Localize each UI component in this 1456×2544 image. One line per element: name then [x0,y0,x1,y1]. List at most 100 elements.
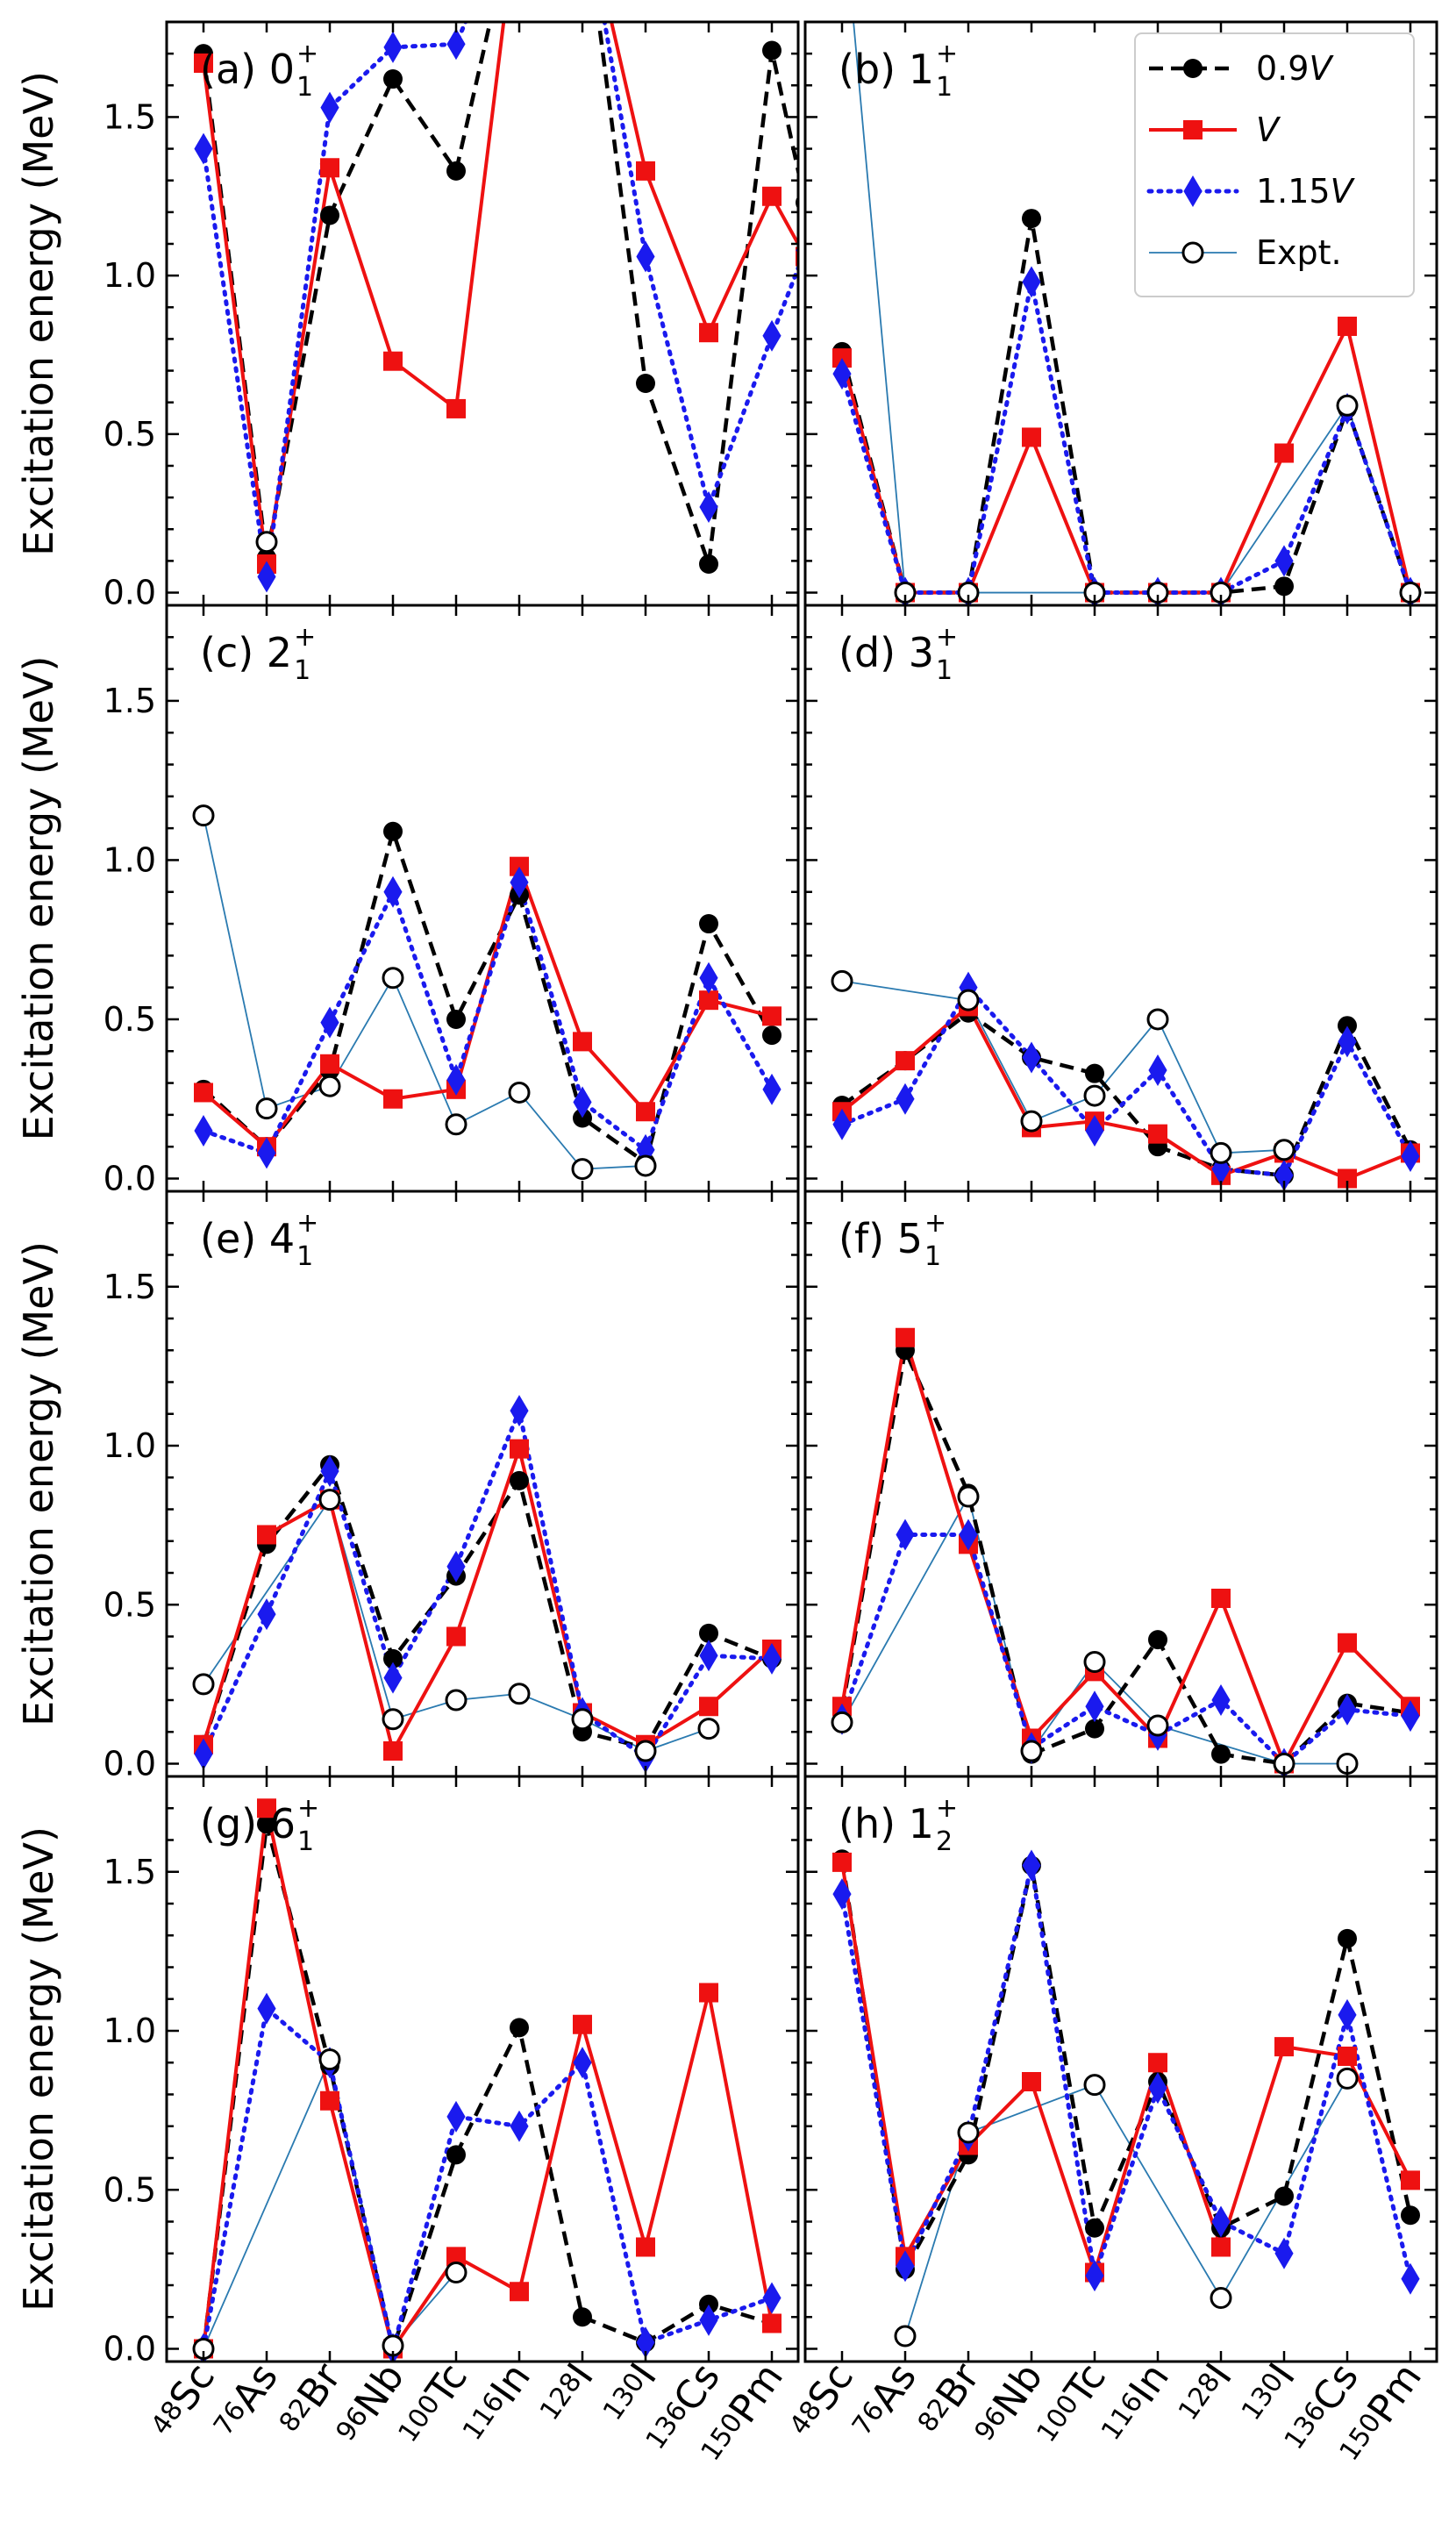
point-expt [255,531,278,554]
point-V [699,1697,718,1717]
point-1.15V [510,866,529,898]
legend-label: 0.9V [1256,49,1334,88]
point-V [762,1006,782,1026]
point-1.15V [1022,1041,1041,1074]
panel-label-sub: 2 [936,1826,953,1857]
legend-box [1134,32,1415,297]
legend-item-s115: 1.15V [1146,172,1356,211]
point-1.15V [896,1519,915,1551]
point-0.9V [446,2145,466,2165]
legend-label-text: 0.9 [1256,49,1309,88]
point-expt [508,1081,531,1104]
plot-area [832,22,1422,605]
point-0.9V [1085,2218,1104,2238]
point-expt [192,804,215,827]
point-0.9V [1338,1016,1357,1036]
point-V [1211,1589,1231,1608]
x-category-label: 96Nb [965,2355,1052,2452]
panel-label-sub: 1 [924,1241,941,1272]
y-tick-label: 0.5 [103,1000,156,1039]
point-V [832,1852,852,1872]
point-1.15V [1085,1690,1104,1723]
point-1.15V [896,1083,915,1115]
series-0.9V-line [839,1343,1411,1766]
point-expt [1083,2074,1106,2097]
point-expt [382,967,404,990]
panel-frame [165,1775,800,2363]
point-expt [831,1711,853,1733]
point-V [320,158,339,178]
plot-area [192,804,782,1181]
point-1.15V [1401,2262,1420,2295]
panel-label: (e) 4 [200,1215,295,1262]
legend-item-s10: V [1149,111,1281,149]
point-1.15V [762,319,782,352]
point-0.9V [1274,2186,1294,2206]
point-V [1274,443,1294,463]
point-V [1211,2237,1231,2257]
y-tick-label: 1.0 [103,840,156,879]
point-1.15V [1148,1054,1167,1087]
y-tick-label: 0.0 [103,1159,156,1197]
point-expt [255,1097,278,1120]
point-V [573,2014,592,2034]
point-1.15V [832,1108,852,1140]
point-V [699,323,718,343]
panel-label: (c) 2 [200,629,292,676]
point-0.9V [699,914,718,934]
series-V-line [202,22,798,565]
legend-label-italic: V [1309,49,1334,88]
expt-line [203,815,646,1170]
point-1.15V [1338,1025,1357,1058]
point-expt [1083,1651,1106,1673]
panel-label: (g) 6 [200,1800,296,1847]
plot-area [831,969,1420,1191]
panel-label-sup: + [294,622,316,653]
point-1.15V [1401,1140,1420,1173]
panel-g: 0.0 0.5 1.0 1.5 Excitation energy (MeV) (g) 6… [15,1775,800,2369]
point-1.15V [383,1661,403,1694]
x-category-label: 100Tc [389,2355,476,2454]
series-V-line [202,1807,774,2354]
point-1.15V [762,1642,782,1675]
point-expt [318,1489,341,1511]
series-1.15V-line [201,2004,774,2351]
panel-label-sup: + [936,1793,958,1824]
point-expt [634,1154,657,1177]
point-V [257,1525,276,1545]
legend-label: V [1256,111,1281,149]
x-category-label: 100Tc [1027,2355,1115,2454]
y-tick-label: 1.5 [103,1853,156,1891]
plot-area [194,22,798,593]
point-V [446,1626,466,1647]
series-1.15V-line [201,875,774,1156]
point-expt [697,1718,720,1740]
panel-b: (b) 1 +1 [803,20,1438,607]
x-category-label: 48Sc [141,2355,224,2446]
expt-line [203,1497,710,1752]
panel-frame [803,1775,1438,2363]
series-0.9V-line [201,1823,773,2357]
panel-label: (h) 1 [839,1800,934,1847]
legend-item-s09: 0.9V [1149,49,1334,88]
panel-label-sub: 1 [936,655,953,686]
panel-label-sup: + [296,1208,318,1239]
point-V [1274,2037,1294,2057]
point-1.15V [446,2100,466,2133]
point-V [1022,427,1041,447]
point-1.15V [383,31,403,63]
legend-marker [1181,241,1204,264]
x-category-label: 96Nb [326,2355,413,2452]
y-tick-label: 1.5 [103,97,156,136]
legend-marker [1183,175,1203,207]
point-1.15V [762,2282,782,2314]
panel-label: (a) 0 [200,46,295,93]
x-category-label: 128I [531,2355,603,2432]
point-1.15V [1274,2237,1294,2269]
point-expt [957,2121,980,2144]
point-expt [831,969,853,992]
point-0.9V [636,374,655,394]
series-0.9V-line [840,1010,1413,1178]
point-expt [1336,394,1359,417]
panel-c: 0.0 0.5 1.0 1.5 Excitation energy (MeV) (c) 2… [15,604,800,1197]
